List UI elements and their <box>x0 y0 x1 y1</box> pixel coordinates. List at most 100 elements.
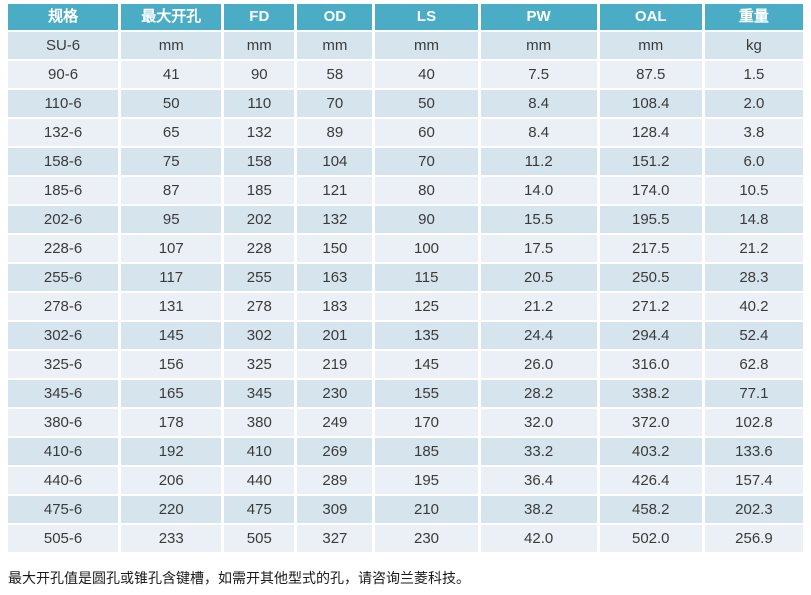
table-cell: 132 <box>297 206 373 233</box>
table-row: 158-6 75 158 104 70 11.2 151.2 6.0 <box>8 148 803 175</box>
table-cell: 102.8 <box>704 409 803 436</box>
table-cell: 110-6 <box>8 90 119 117</box>
table-cell: 77.1 <box>704 380 803 407</box>
table-cell: mm <box>375 32 478 59</box>
table-row: 132-6 65 132 89 60 8.4 128.4 3.8 <box>8 119 803 146</box>
table-row: 475-6 220 475 309 210 38.2 458.2 202.3 <box>8 496 803 523</box>
table-cell: 410-6 <box>8 438 119 465</box>
table-cell: 24.4 <box>480 322 597 349</box>
table-cell: 302-6 <box>8 322 119 349</box>
table-cell: 170 <box>375 409 478 436</box>
table-cell: 410 <box>224 438 295 465</box>
table-cell: 505-6 <box>8 525 119 552</box>
table-cell: 21.2 <box>480 293 597 320</box>
table-body: SU-6 mm mm mm mm mm mm kg 90-6 41 90 58 40 7.5 87.5 1.5… <box>8 32 803 552</box>
table-row: 325-6 156 325 219 145 26.0 316.0 62.8 <box>8 351 803 378</box>
table-row: 505-6 233 505 327 230 42.0 502.0 256.9 <box>8 525 803 552</box>
table-cell: 14.8 <box>704 206 803 233</box>
table-cell: 151.2 <box>599 148 702 175</box>
table-cell: 156 <box>121 351 222 378</box>
table-cell: mm <box>599 32 702 59</box>
table-cell: 440 <box>224 467 295 494</box>
table-cell: 42.0 <box>480 525 597 552</box>
table-cell: 50 <box>375 90 478 117</box>
table-cell: 249 <box>297 409 373 436</box>
table-cell: 62.8 <box>704 351 803 378</box>
table-cell: 228 <box>224 235 295 262</box>
footnote: 最大开孔值是圆孔或锥孔含键槽，如需开其他型式的孔，请咨询兰菱科技。 <box>8 572 470 587</box>
table-cell: 145 <box>375 351 478 378</box>
table-cell: 128.4 <box>599 119 702 146</box>
table-cell: 294.4 <box>599 322 702 349</box>
table-cell: 185 <box>375 438 478 465</box>
table-cell: 228-6 <box>8 235 119 262</box>
table-cell: 475-6 <box>8 496 119 523</box>
table-cell: mm <box>224 32 295 59</box>
table-cell: 132-6 <box>8 119 119 146</box>
table-cell: 195 <box>375 467 478 494</box>
table-cell: 90-6 <box>8 61 119 88</box>
table-cell: 458.2 <box>599 496 702 523</box>
table-cell: 8.4 <box>480 90 597 117</box>
table-cell: 217.5 <box>599 235 702 262</box>
column-header: OAL <box>599 4 702 30</box>
table-cell: 100 <box>375 235 478 262</box>
table-cell: 202 <box>224 206 295 233</box>
table-cell: 132 <box>224 119 295 146</box>
table-cell: 202-6 <box>8 206 119 233</box>
table-cell: 302 <box>224 322 295 349</box>
table-cell: 131 <box>121 293 222 320</box>
table-cell: 475 <box>224 496 295 523</box>
table-cell: 14.0 <box>480 177 597 204</box>
table-cell: 185-6 <box>8 177 119 204</box>
table-cell: 70 <box>297 90 373 117</box>
table-cell: 108.4 <box>599 90 702 117</box>
table-cell: 1.5 <box>704 61 803 88</box>
table-cell: 192 <box>121 438 222 465</box>
table-cell: 309 <box>297 496 373 523</box>
table-cell: 110 <box>224 90 295 117</box>
table-cell: 325 <box>224 351 295 378</box>
table-cell: 230 <box>297 380 373 407</box>
table-cell: 440-6 <box>8 467 119 494</box>
table-cell: 158 <box>224 148 295 175</box>
table-cell: 95 <box>121 206 222 233</box>
table-cell: 256.9 <box>704 525 803 552</box>
table-cell: mm <box>297 32 373 59</box>
table-row: 255-6 117 255 163 115 20.5 250.5 28.3 <box>8 264 803 291</box>
table-row: 345-6 165 345 230 155 28.2 338.2 77.1 <box>8 380 803 407</box>
column-header: LS <box>375 4 478 30</box>
table-cell: 10.5 <box>704 177 803 204</box>
table-cell: 107 <box>121 235 222 262</box>
table-cell: 316.0 <box>599 351 702 378</box>
table-cell: 250.5 <box>599 264 702 291</box>
table-cell: 233 <box>121 525 222 552</box>
table-cell: 271.2 <box>599 293 702 320</box>
table-cell: 117 <box>121 264 222 291</box>
table-cell: 40.2 <box>704 293 803 320</box>
table-cell: 380 <box>224 409 295 436</box>
table-cell: 145 <box>121 322 222 349</box>
table-cell: 255-6 <box>8 264 119 291</box>
table-cell: 121 <box>297 177 373 204</box>
table-cell: 21.2 <box>704 235 803 262</box>
table-row: 90-6 41 90 58 40 7.5 87.5 1.5 <box>8 61 803 88</box>
table-cell: 135 <box>375 322 478 349</box>
table-cell: 28.2 <box>480 380 597 407</box>
table-cell: 33.2 <box>480 438 597 465</box>
table-cell: 269 <box>297 438 373 465</box>
table-cell: 505 <box>224 525 295 552</box>
table-cell: 206 <box>121 467 222 494</box>
table-cell: 87.5 <box>599 61 702 88</box>
table-cell: 325-6 <box>8 351 119 378</box>
table-row: 202-6 95 202 132 90 15.5 195.5 14.8 <box>8 206 803 233</box>
table-cell: 185 <box>224 177 295 204</box>
table-cell: 255 <box>224 264 295 291</box>
table-cell: 17.5 <box>480 235 597 262</box>
table-row: 185-6 87 185 121 80 14.0 174.0 10.5 <box>8 177 803 204</box>
table-cell: 58 <box>297 61 373 88</box>
table-cell: 8.4 <box>480 119 597 146</box>
table-cell: 104 <box>297 148 373 175</box>
table-cell: 36.4 <box>480 467 597 494</box>
